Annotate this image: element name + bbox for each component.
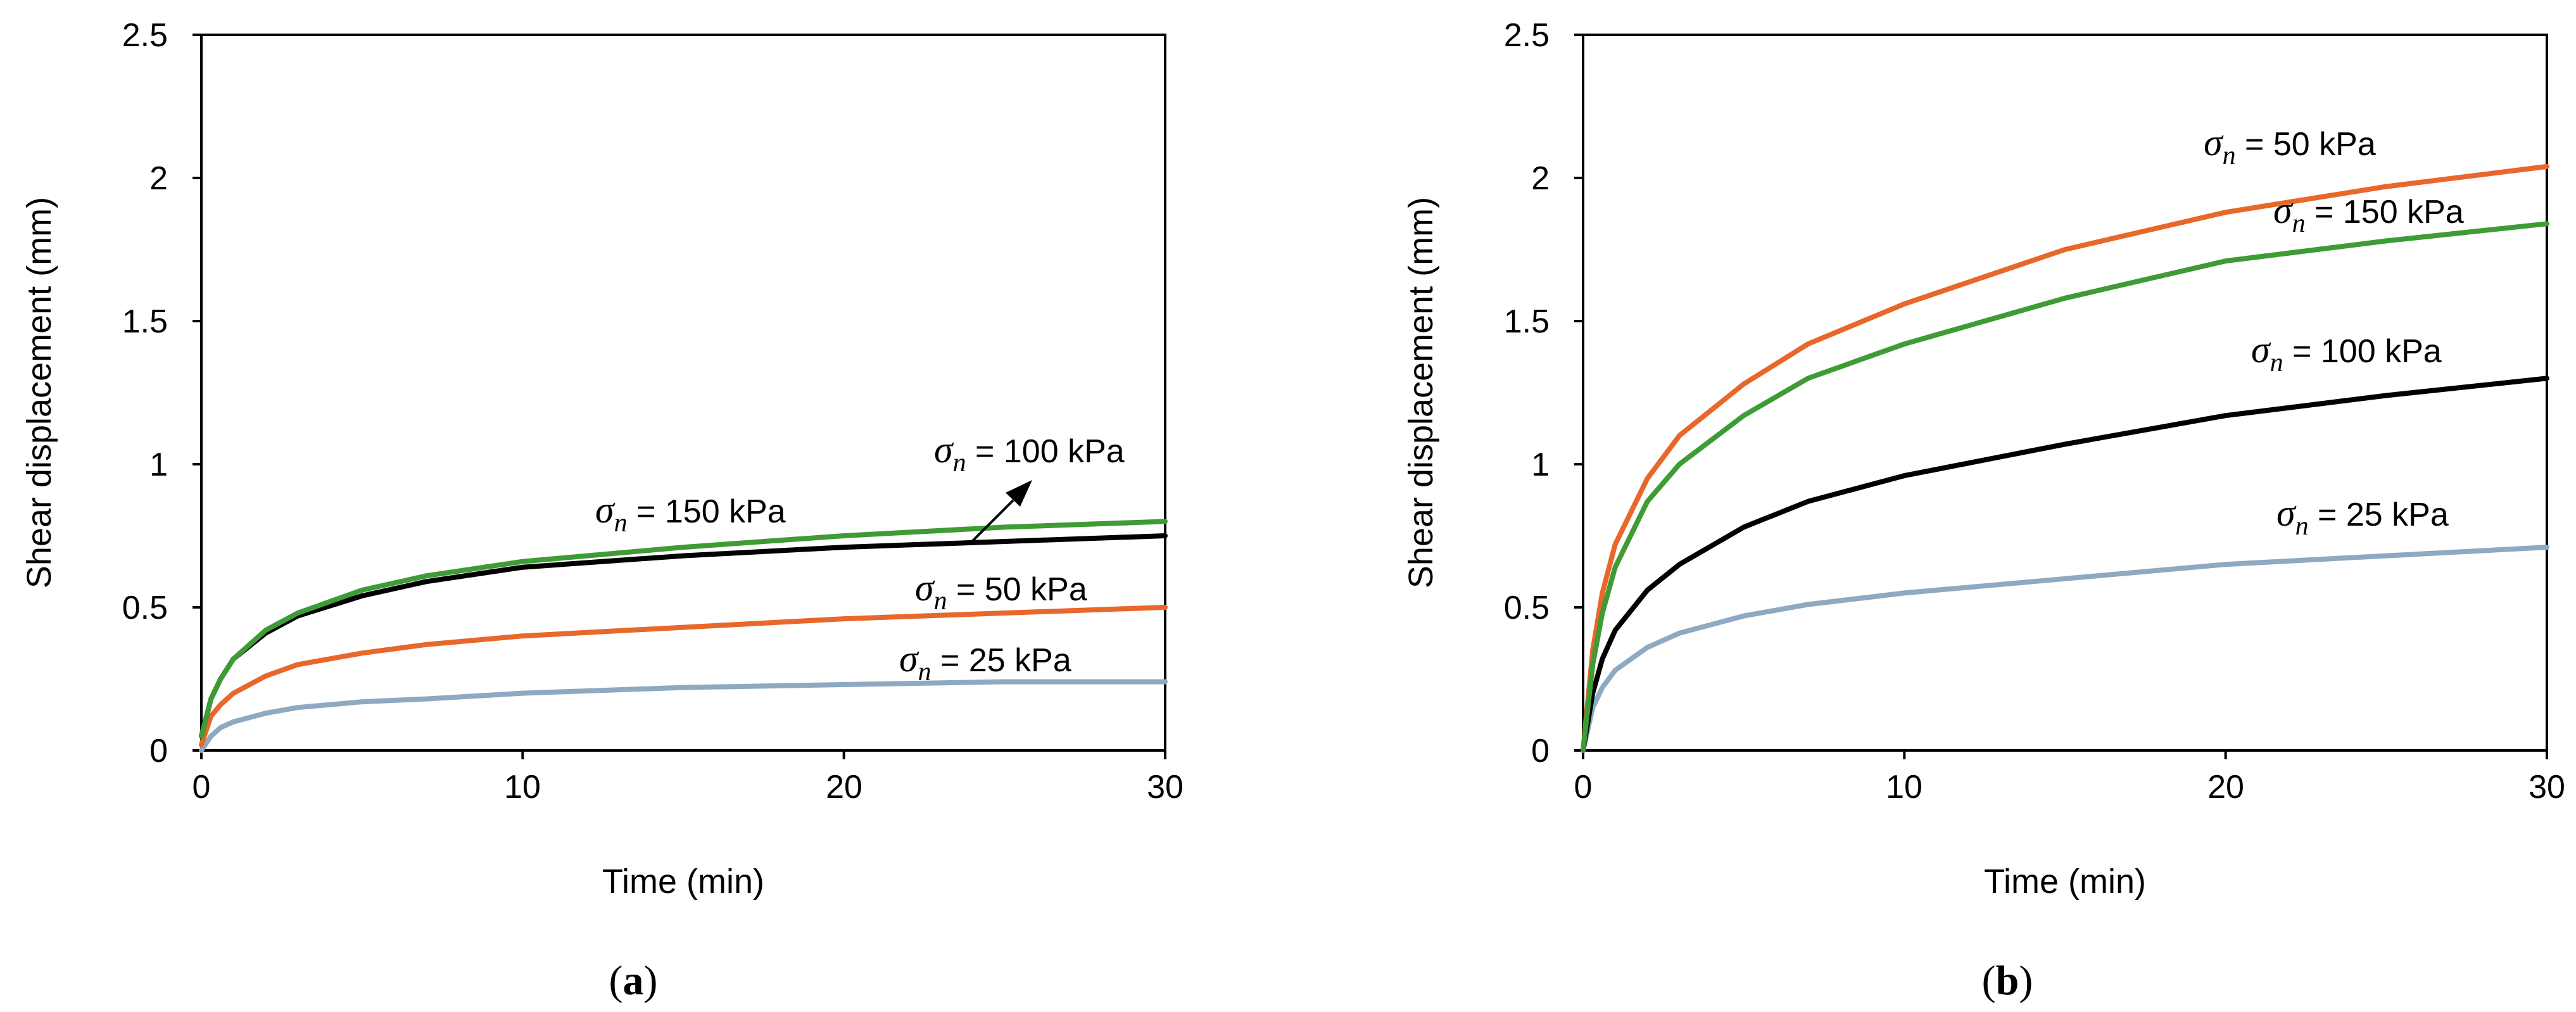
annotation-arrow-line <box>968 499 1014 546</box>
series-lines-b <box>1581 163 2549 753</box>
y-tick-label: 1 <box>149 446 168 483</box>
y-tick-label: 2 <box>149 160 168 197</box>
x-tick-label: 10 <box>504 769 541 806</box>
y-tick-marks-b <box>1574 34 1583 752</box>
x-tick-label: 20 <box>826 769 862 806</box>
series-label-b-50: σn = 50 kPa <box>2204 122 2376 170</box>
series-line-b-0 <box>1581 545 2549 753</box>
plot-frame-b <box>1582 34 2548 752</box>
series-label-a-25: σn = 25 kPa <box>899 638 1071 686</box>
series-label-b-100: σn = 100 kPa <box>2251 329 2442 377</box>
series-label-a-100: σn = 100 kPa <box>934 429 1125 478</box>
annotation-arrowhead <box>1006 480 1032 507</box>
panel-b: 0 0.5 1 1.5 2 2.5 0 10 20 30 Time (min) … <box>1402 17 2565 1004</box>
y-tick-label: 1.5 <box>122 303 168 340</box>
y-tick-label: 0 <box>149 733 168 769</box>
y-tick-label: 0.5 <box>1504 590 1550 626</box>
y-tick-label: 2 <box>1531 160 1550 197</box>
series-line-b-3 <box>1581 221 2549 753</box>
x-tick-label: 20 <box>2207 769 2244 806</box>
x-axis-label-b: Time (min) <box>1984 863 2146 901</box>
series-line-b-2 <box>1581 376 2549 753</box>
x-tick-label: 30 <box>1147 769 1184 806</box>
series-label-a-50: σn = 50 kPa <box>915 567 1087 616</box>
series-line-b-1 <box>1581 163 2549 753</box>
y-tick-label: 0.5 <box>122 590 168 626</box>
x-axis-label-a: Time (min) <box>602 863 764 901</box>
series-label-a-150: σn = 150 kPa <box>595 489 786 538</box>
series-label-b-150: σn = 150 kPa <box>2273 189 2464 238</box>
y-tick-label: 2.5 <box>1504 17 1550 54</box>
y-axis-label-a: Shear displacement (mm) <box>20 197 58 588</box>
x-tick-label: 0 <box>193 769 211 806</box>
y-axis-label-b: Shear displacement (mm) <box>1402 197 1440 588</box>
series-line-a-3 <box>199 519 1168 739</box>
y-tick-label: 1.5 <box>1504 303 1550 340</box>
y-tick-label: 0 <box>1531 733 1550 769</box>
series-line-a-1 <box>199 605 1168 747</box>
panel-label-b: (b) <box>1982 958 2033 1004</box>
x-tick-label: 10 <box>1886 769 1923 806</box>
x-tick-marks-a <box>200 750 1166 759</box>
panel-label-a: (a) <box>609 958 658 1004</box>
plot-frame-a <box>200 34 1166 752</box>
series-line-a-2 <box>199 533 1168 739</box>
panel-a: 0 0.5 1 1.5 2 2.5 0 10 20 30 Time (min) … <box>20 17 1184 1004</box>
series-line-a-0 <box>199 679 1168 753</box>
y-tick-label: 1 <box>1531 446 1550 483</box>
series-label-b-25: σn = 25 kPa <box>2276 492 2449 541</box>
y-tick-label: 2.5 <box>122 17 168 54</box>
x-tick-label: 0 <box>1574 769 1593 806</box>
x-tick-label: 30 <box>2529 769 2565 806</box>
x-tick-marks-b <box>1582 750 2548 759</box>
y-tick-marks-a <box>193 34 201 752</box>
series-lines-a <box>199 519 1168 753</box>
